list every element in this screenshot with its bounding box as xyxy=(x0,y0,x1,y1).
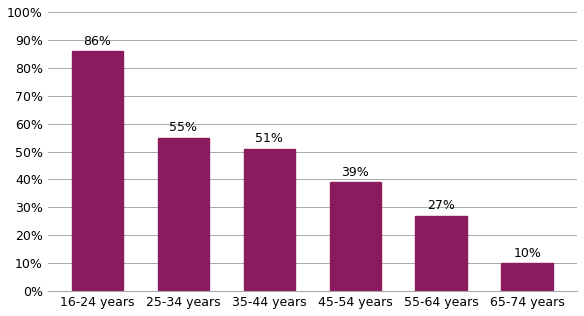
Text: 39%: 39% xyxy=(342,166,369,179)
Text: 51%: 51% xyxy=(255,132,283,145)
Text: 86%: 86% xyxy=(84,35,112,48)
Bar xyxy=(158,137,209,291)
Bar xyxy=(329,182,381,291)
Text: 27%: 27% xyxy=(427,199,455,212)
Bar xyxy=(244,149,295,291)
Text: 55%: 55% xyxy=(169,121,197,134)
Bar xyxy=(502,263,553,291)
Bar xyxy=(415,216,467,291)
Bar xyxy=(72,51,123,291)
Text: 10%: 10% xyxy=(513,247,541,260)
